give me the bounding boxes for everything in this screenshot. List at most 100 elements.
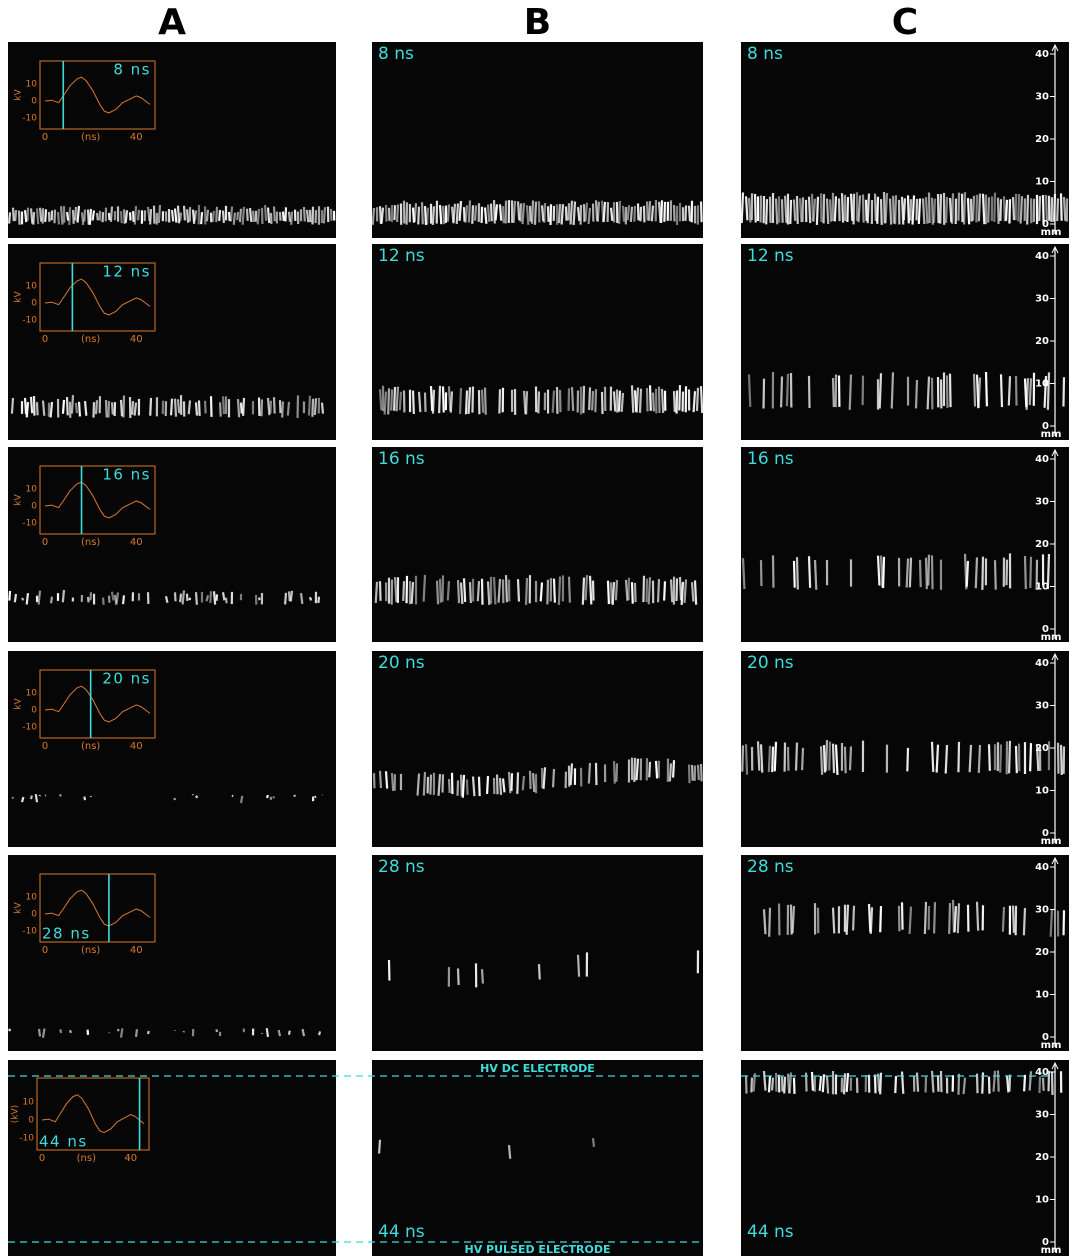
streamer xyxy=(478,581,479,601)
streamer xyxy=(413,391,414,414)
streamer xyxy=(234,213,235,225)
streamer xyxy=(460,201,461,221)
streamer xyxy=(871,907,872,934)
streamer xyxy=(285,593,286,605)
streamer xyxy=(220,402,221,416)
streamer xyxy=(977,1074,978,1094)
inset-x-tick: 0 xyxy=(42,334,48,345)
streamer xyxy=(791,905,792,935)
inset-y-tick: -10 xyxy=(19,1134,34,1144)
streamer xyxy=(31,208,32,223)
streamer xyxy=(172,210,173,221)
streamer xyxy=(503,779,504,793)
streamer xyxy=(1016,746,1017,773)
streamer xyxy=(595,389,596,412)
streamer xyxy=(294,795,295,797)
streamer xyxy=(616,763,617,781)
scale-unit: mm xyxy=(1041,227,1062,238)
streamer xyxy=(150,209,151,224)
streamer xyxy=(33,212,34,225)
streamer xyxy=(51,597,52,604)
streamer xyxy=(72,395,73,413)
inset-y-tick: 0 xyxy=(31,910,37,920)
streamer xyxy=(770,197,771,223)
streamer xyxy=(964,192,965,224)
streamer xyxy=(554,579,555,603)
streamer xyxy=(37,402,38,415)
scale-unit: mm xyxy=(1041,429,1062,440)
streamer xyxy=(216,1029,217,1032)
scale-tick-label: 20 xyxy=(1035,134,1049,145)
streamer xyxy=(488,205,489,222)
scale-tick-label: 40 xyxy=(1035,251,1049,262)
streamer xyxy=(890,199,891,225)
streamer xyxy=(187,209,188,222)
streamer xyxy=(572,387,573,411)
streamer xyxy=(1009,741,1010,774)
streamer xyxy=(611,582,612,603)
streamer xyxy=(133,211,134,222)
streamer xyxy=(285,207,286,221)
streamer xyxy=(470,582,471,603)
scale-unit: mm xyxy=(1041,836,1062,847)
image-panel xyxy=(372,651,703,847)
streamer xyxy=(207,595,208,601)
streamer xyxy=(881,199,882,225)
streamer xyxy=(650,385,651,411)
streamer xyxy=(93,211,94,221)
streamer xyxy=(319,1031,320,1035)
streamer xyxy=(656,761,657,779)
column-header: C xyxy=(892,2,918,43)
streamer xyxy=(1030,557,1031,588)
streamer xyxy=(485,207,486,223)
streamer xyxy=(647,201,648,220)
streamer xyxy=(1027,195,1028,225)
streamer xyxy=(877,197,878,224)
streamer xyxy=(794,561,795,588)
streamer xyxy=(533,773,534,792)
streamer xyxy=(199,400,200,415)
streamer xyxy=(632,582,633,603)
streamer xyxy=(121,211,122,223)
streamer xyxy=(318,597,319,603)
streamer xyxy=(574,202,575,225)
inset-y-tick: -10 xyxy=(22,316,37,326)
streamer xyxy=(499,579,500,603)
streamer xyxy=(93,402,94,417)
streamer xyxy=(904,198,905,220)
streamer xyxy=(946,745,947,773)
streamer xyxy=(895,195,896,224)
scale-tick-label: 40 xyxy=(1035,49,1049,60)
streamer xyxy=(1061,745,1062,775)
streamer xyxy=(457,203,458,223)
inset-y-tick: 0 xyxy=(31,299,37,309)
streamer xyxy=(500,778,501,795)
streamer xyxy=(112,592,113,601)
streamer xyxy=(75,207,76,221)
scale-tick-label: 20 xyxy=(1035,1152,1049,1163)
streamer xyxy=(69,207,70,225)
image-panel xyxy=(741,244,1069,440)
streamer xyxy=(166,596,167,602)
time-label: 44 ns xyxy=(378,1222,425,1242)
streamer xyxy=(60,794,61,796)
streamer xyxy=(518,201,519,220)
streamer xyxy=(785,196,786,223)
streamer xyxy=(685,205,686,220)
streamer xyxy=(902,1072,903,1094)
streamer xyxy=(22,598,23,600)
streamer xyxy=(983,194,984,224)
streamer xyxy=(485,388,486,415)
streamer xyxy=(458,580,459,603)
inset-y-tick: 10 xyxy=(26,893,38,903)
streamer xyxy=(910,199,911,220)
streamer xyxy=(749,198,750,223)
inset-y-tick: 10 xyxy=(26,80,38,90)
streamer xyxy=(1013,197,1014,220)
streamer xyxy=(800,198,801,222)
streamer xyxy=(184,206,185,221)
streamer xyxy=(544,767,545,789)
time-label: 12 ns xyxy=(747,246,794,266)
streamer xyxy=(637,388,638,413)
inset-y-tick: 0 xyxy=(31,706,37,716)
